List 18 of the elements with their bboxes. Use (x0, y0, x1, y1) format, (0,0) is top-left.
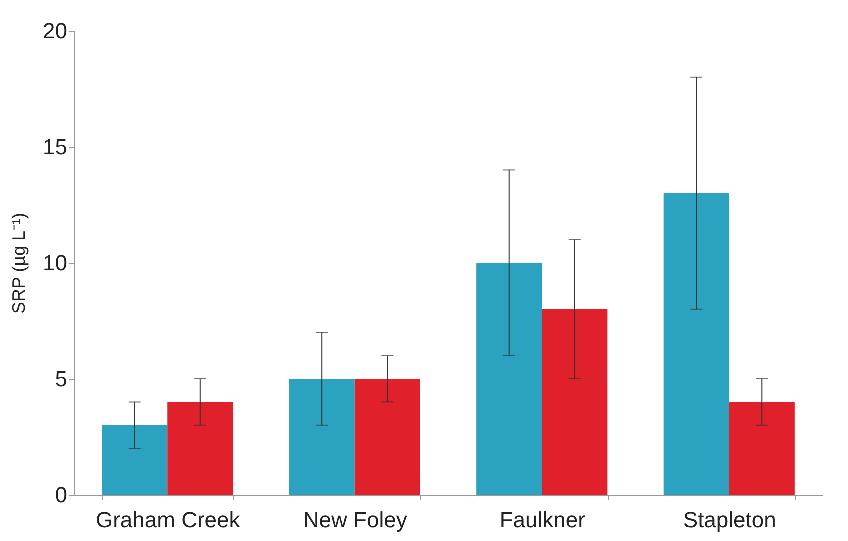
y-tick-label: 15 (43, 134, 68, 160)
x-tick-label: Stapleton (683, 508, 776, 532)
y-tick-label: 0 (55, 482, 68, 508)
y-tick-label: 20 (43, 18, 68, 44)
x-tick-label: Faulkner (500, 508, 586, 532)
bar (354, 379, 420, 495)
y-tick-label: 5 (55, 366, 68, 392)
bar (476, 263, 542, 495)
bar (102, 425, 168, 495)
y-tick-label: 10 (43, 250, 68, 276)
y-axis-title: SRP (µg L⁻¹) (9, 212, 30, 314)
bar (289, 379, 355, 495)
x-tick-label: Graham Creek (96, 508, 242, 532)
bar (542, 309, 608, 495)
x-tick-label: New Foley (303, 508, 408, 532)
bar (168, 402, 234, 495)
bar (729, 402, 795, 495)
bar (664, 193, 730, 495)
